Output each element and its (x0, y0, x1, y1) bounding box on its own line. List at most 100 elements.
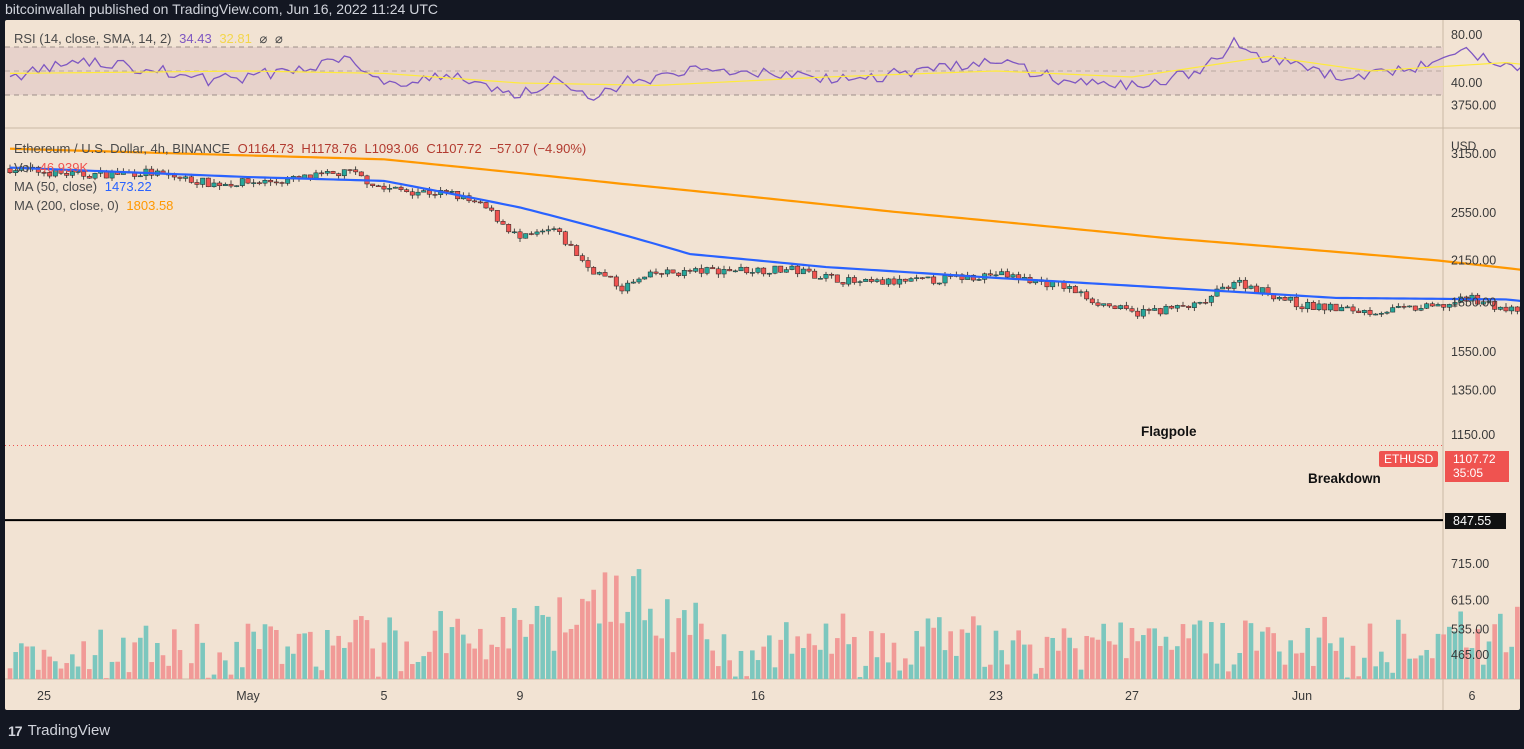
candle-down (188, 176, 194, 183)
candle-up (1237, 279, 1243, 283)
volume-legend[interactable]: Vol 46.939K (14, 160, 88, 175)
volume-bar (1328, 643, 1333, 679)
chart-svg[interactable]: USD 3750.00 3150.00 2550.00 2150.00 1850.00 15… (5, 20, 1520, 710)
flagpole-label: Flagpole (1141, 424, 1197, 439)
candle-down (1186, 305, 1192, 308)
volume-bar (132, 642, 137, 679)
volume-bar (801, 647, 806, 679)
candle-up (1452, 302, 1458, 305)
volume-bar (840, 613, 846, 679)
candle-down (1293, 296, 1299, 308)
rsi-sma-line (9, 55, 1520, 87)
rsi-legend[interactable]: RSI (14, close, SMA, 14, 2) 34.43 32.81 … (14, 31, 283, 47)
price-legend[interactable]: Ethereum / U.S. Dollar, 4h, BINANCE O116… (14, 141, 586, 156)
candle-down (398, 186, 404, 190)
volume-bar (512, 608, 517, 679)
hidden-icon[interactable]: ⌀ (259, 31, 268, 46)
volume-bar (546, 616, 551, 679)
x-tick-label: 16 (751, 689, 765, 703)
candle-up (1361, 310, 1367, 313)
candle-up (630, 281, 636, 284)
volume-bar (1311, 665, 1316, 679)
volume-bar (370, 648, 375, 679)
volume-bar (1220, 622, 1225, 679)
candle-down (795, 265, 801, 275)
high-value: H1178.76 (301, 141, 357, 156)
volume-bar (1078, 669, 1084, 679)
candle-down (579, 255, 585, 261)
candle-up (1424, 303, 1430, 309)
volume-bar (143, 625, 149, 679)
candle-down (228, 183, 234, 187)
candle-up (885, 278, 891, 285)
volume-bar (251, 631, 256, 679)
volume-bar (200, 642, 205, 679)
volume-bar (177, 650, 183, 679)
candle-down (608, 275, 614, 278)
candle-up (137, 175, 143, 178)
candle-up (1373, 313, 1379, 316)
volume-bar (591, 589, 596, 679)
volume-bar (557, 597, 562, 679)
candle-up (783, 269, 789, 273)
volume-bar (1101, 623, 1106, 679)
volume-bar (772, 667, 778, 679)
ma50-legend[interactable]: MA (50, close) 1473.22 (14, 179, 152, 194)
volume-bar (540, 615, 545, 679)
volume-bar (291, 653, 296, 679)
volume-bar (1044, 636, 1050, 679)
candle-up (421, 190, 427, 193)
candle-down (619, 285, 625, 292)
volume-bar (716, 666, 721, 679)
rsi-tick-label: 40.00 (1451, 76, 1482, 90)
candle-down (902, 278, 908, 282)
candle-down (1401, 306, 1407, 308)
candle-down (829, 274, 835, 276)
candle-down (347, 169, 353, 171)
candle-down (494, 210, 500, 222)
volume-bar (602, 572, 608, 679)
candle-up (234, 185, 240, 187)
volume-bar (954, 655, 959, 679)
volume-tick-label: 615.00 (1451, 593, 1489, 607)
candle-up (823, 274, 829, 279)
candle-down (245, 178, 251, 184)
volume-bar (1418, 655, 1424, 679)
volume-bar (1503, 652, 1509, 679)
candle-down (319, 172, 325, 175)
volume-bar (1169, 649, 1174, 679)
tradingview-logo[interactable]: 17 TradingView (8, 722, 110, 739)
ma200-legend[interactable]: MA (200, close, 0) 1803.58 (14, 198, 173, 213)
candle-down (7, 168, 13, 173)
candle-up (1140, 309, 1146, 317)
candle-up (387, 188, 393, 190)
volume-bar (1384, 662, 1390, 679)
candle-up (1305, 302, 1311, 310)
candle-up (766, 272, 772, 275)
candle-up (222, 183, 228, 187)
volume-bar (721, 634, 727, 679)
candle-down (919, 277, 925, 279)
volume-bar (325, 629, 330, 679)
candle-down (472, 200, 478, 203)
candle-down (568, 243, 574, 246)
candle-down (1492, 301, 1498, 310)
volume-bar (410, 664, 415, 679)
candle-down (1514, 306, 1520, 312)
volume-bar (687, 634, 693, 679)
candle-up (1152, 308, 1158, 311)
rsi-sma-legend-value: 32.81 (219, 31, 252, 46)
volume-bar (988, 664, 993, 679)
chart-frame[interactable]: USD 3750.00 3150.00 2550.00 2150.00 1850.00 15… (5, 20, 1520, 710)
volume-bar (761, 646, 766, 679)
volume-bar (1316, 637, 1322, 679)
candle-up (324, 171, 330, 174)
volume-bar (1226, 671, 1231, 679)
ma50-label: MA (50, close) (14, 179, 98, 194)
candle-up (925, 276, 931, 279)
volume-bar (597, 623, 602, 679)
volume-bar (1305, 627, 1310, 679)
hidden-icon[interactable]: ⌀ (274, 31, 283, 46)
volume-bar (1129, 628, 1135, 679)
x-tick-label: Jun (1292, 689, 1312, 703)
